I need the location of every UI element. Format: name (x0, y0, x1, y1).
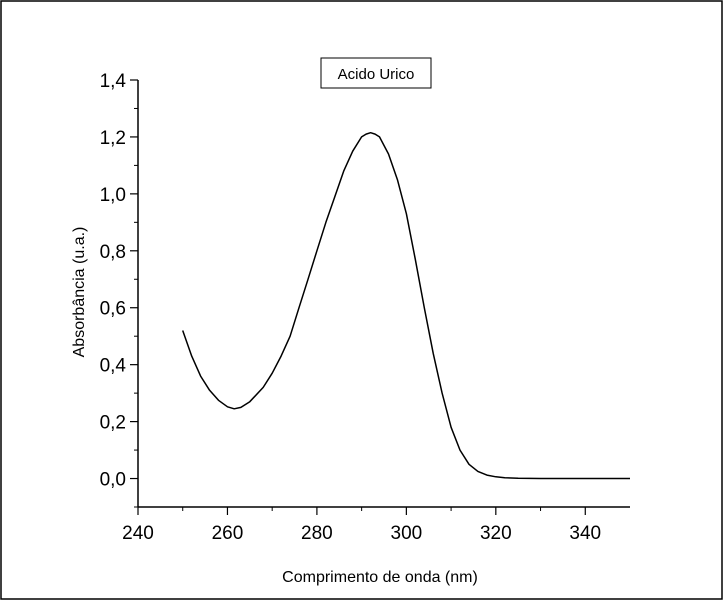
series-line (181, 131, 630, 480)
x-tick-label: 340 (569, 523, 601, 544)
x-tick-label: 240 (122, 523, 154, 544)
series-lines (181, 131, 630, 480)
y-tick-label: 0,2 (100, 413, 126, 434)
ticks: 240 260 280 300 320 340 0,0 0,2 0,4 0,6 0,8 1,0 1,2 1… (100, 71, 602, 544)
y-tick-label: 1,0 (100, 185, 126, 206)
y-tick-label: 0,0 (100, 470, 126, 491)
y-tick-label: 0,8 (100, 242, 126, 263)
y-tick-label: 1,2 (100, 128, 126, 149)
legend-label: Acido Urico (338, 66, 415, 83)
axes (137, 80, 630, 508)
x-tick-label: 300 (391, 523, 423, 544)
x-tick-label: 320 (480, 523, 512, 544)
y-axis-label: Absorbância (u.a.) (71, 227, 88, 358)
x-tick-label: 280 (301, 523, 333, 544)
x-axis-label: Comprimento de onda (nm) (282, 569, 478, 586)
x-tick-label: 260 (212, 523, 244, 544)
y-tick-label: 0,4 (100, 356, 127, 377)
y-tick-label: 1,4 (100, 71, 127, 92)
y-tick-label: 0,6 (100, 299, 126, 320)
legend-box (320, 57, 432, 89)
